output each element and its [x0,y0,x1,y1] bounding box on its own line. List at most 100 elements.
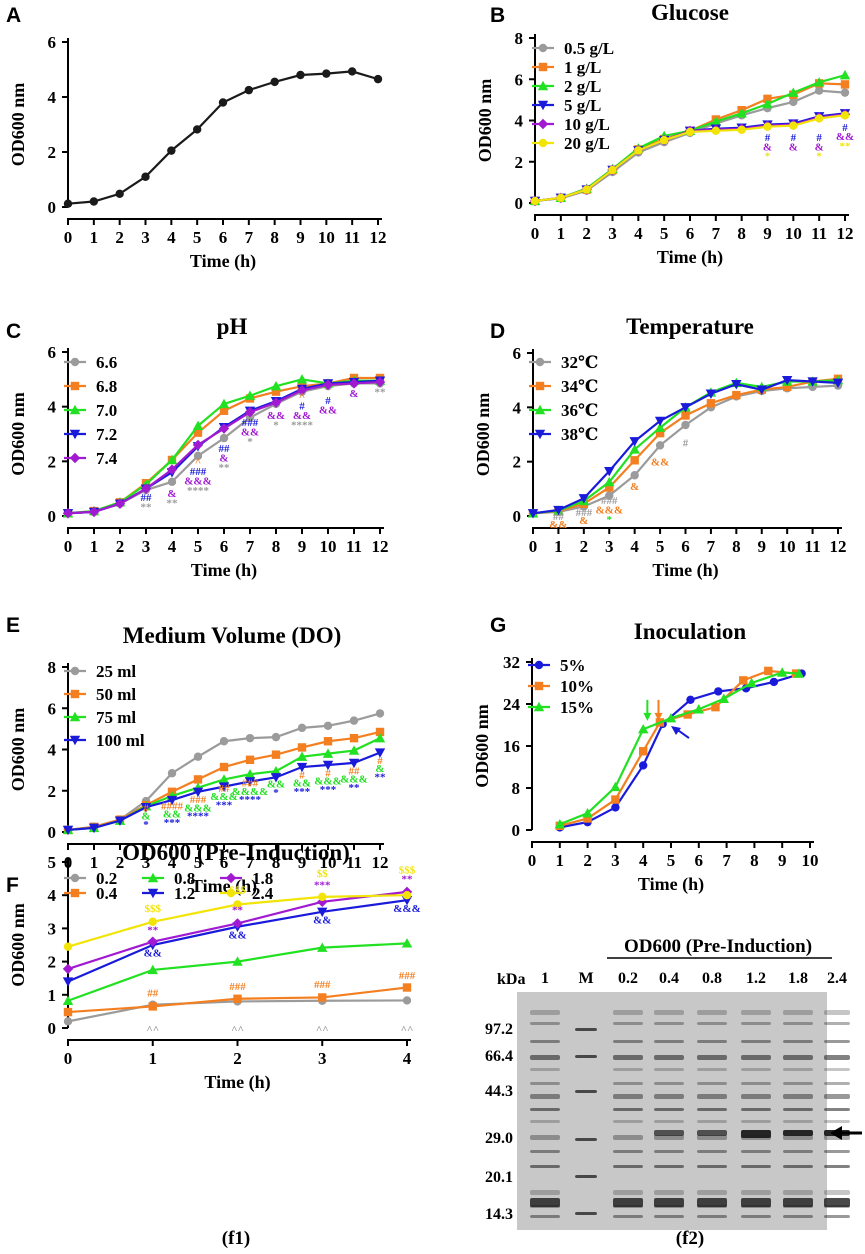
x-tick-label: 0 [64,537,73,556]
gel-marker-label: 44.3 [485,1083,513,1100]
gel-band [741,1165,771,1168]
data-point [115,189,124,198]
data-point [318,993,327,1002]
significance-marker: ** [349,782,361,794]
significance-marker: && [651,457,669,469]
y-axis-label: OD600 nm [473,393,493,477]
data-point [219,433,229,443]
data-point [610,781,621,792]
chart-title: Medium Volume (DO) [123,623,342,648]
chart-title: Temperature [626,314,754,339]
chart-subcaption: (f1) [222,1228,250,1249]
panel-letter: E [6,614,20,637]
data-point [769,677,779,687]
data-point [297,743,307,752]
gel-band [741,1215,771,1218]
chart-legend: 5% 10% 15% [528,656,594,717]
gel-band [575,1212,597,1215]
legend-swatch-marker [537,80,549,91]
legend-swatch-marker [70,888,80,898]
significance-marker: # [143,802,149,814]
x-tick-label: 1 [149,1049,158,1068]
x-tick-label: 8 [272,537,281,556]
data-point [193,451,203,461]
legend-label: 7.4 [96,449,118,468]
significance-marker: ## [349,765,361,777]
data-point [244,85,254,95]
data-point [271,750,281,759]
data-point [401,938,413,948]
significance-marker: $$$ [399,865,416,877]
gel-band [654,1198,684,1207]
series-0.8 [62,938,413,1005]
data-point [322,760,334,771]
significance-marker: &&& [596,504,624,516]
significance-marker: # [683,438,689,450]
x-axis-label: Time (h) [191,560,257,581]
significance-marker: # [765,132,771,144]
data-point [62,825,74,836]
y-tick-label: 5 [48,853,57,872]
legend-swatch-marker [535,381,545,391]
significance-marker: ### [190,466,207,478]
significance-marker: & [579,515,588,527]
inflection-arrow [643,699,652,721]
significance-marker: & [349,388,358,400]
legend-label: 5% [560,656,586,675]
series-0.4 [63,983,412,1017]
gel-band [654,1190,684,1195]
x-tick-label: 4 [168,853,177,872]
gel-band [824,1094,850,1099]
legend-label: 1.8 [252,869,273,888]
panel-letter: C [6,320,21,343]
significance-marker: && [267,779,285,791]
significance-marker: & [141,811,150,823]
y-tick-label: 24 [503,695,521,714]
data-point [840,111,850,120]
data-point [375,709,385,718]
legend-swatch-marker [535,357,545,367]
x-tick-label: 2 [582,224,591,243]
gel-band [783,1198,813,1207]
x-tick-label: 7 [722,851,731,870]
significance-marker: ^^ [401,1024,414,1036]
x-tick-label: 0 [64,1049,73,1068]
x-tick-label: 3 [605,537,614,556]
significance-marker: # [816,132,822,144]
x-tick-label: 5 [667,851,676,870]
legend-swatch-marker [69,404,81,415]
x-tick-label: 8 [270,228,279,247]
data-point [271,387,281,396]
gel-band [783,1010,813,1015]
legend-label: 100 ml [96,731,145,750]
gel-subcaption: (f2) [676,1228,704,1249]
gel-lane-label: 1.2 [746,970,766,987]
x-tick-label: 7 [245,228,254,247]
data-point [318,892,327,902]
significance-marker: *** [294,786,311,798]
significance-marker: ## [141,492,153,504]
legend-swatch-marker [534,681,544,691]
y-tick-label: 6 [513,344,522,363]
data-point [527,509,539,519]
x-tick-label: 9 [763,224,772,243]
data-point [348,378,360,389]
gel-band [824,1108,850,1111]
significance-marker: ** [402,874,414,886]
legend-label: 10% [560,677,594,696]
gel-band [654,1094,684,1099]
panel-letter: B [490,4,505,27]
x-tick-label: 8 [750,851,759,870]
significance-marker: * [143,819,149,831]
significance-marker: $$$ [145,903,162,915]
legend-label: 36℃ [561,401,598,420]
significance-marker: &&&& [232,786,269,798]
gel-band [824,1068,850,1071]
legend-swatch-marker [226,888,236,898]
gel-band [697,1022,727,1025]
legend-label: 6.6 [96,353,117,372]
data-point [374,732,386,743]
chart-legend: 32℃ 34℃ 36℃ 38℃ [529,353,598,444]
significance-marker: ### [229,981,246,993]
